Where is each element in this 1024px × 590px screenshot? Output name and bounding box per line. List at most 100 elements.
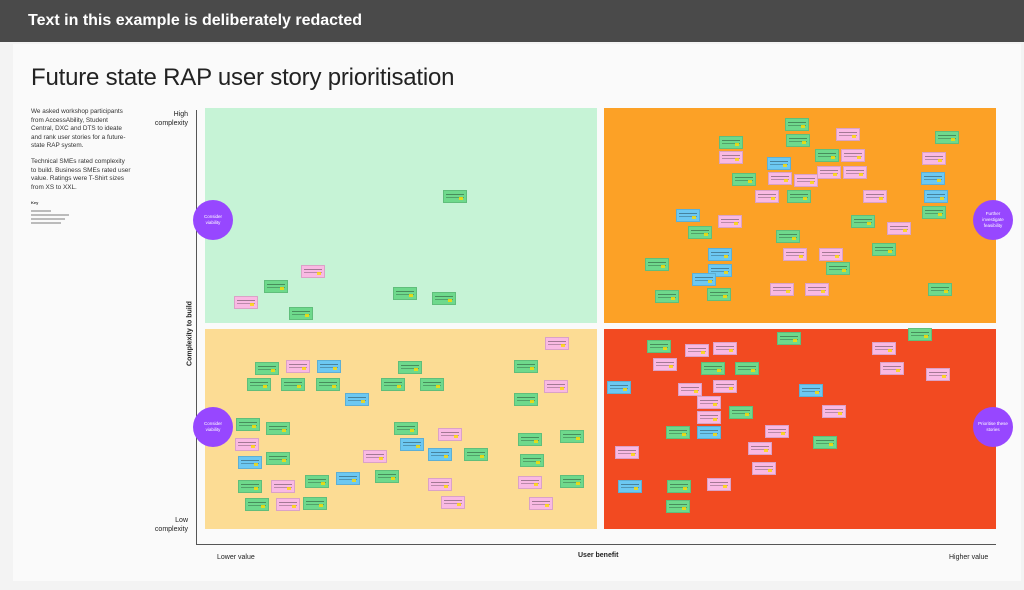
sticky-note — [286, 360, 310, 373]
sticky-note — [345, 393, 369, 406]
sticky-note — [394, 422, 418, 435]
sticky-note — [271, 480, 295, 493]
sticky-note — [755, 190, 779, 203]
sticky-note — [707, 478, 731, 491]
sticky-note — [813, 436, 837, 449]
sticky-note — [787, 190, 811, 203]
sticky-note — [301, 265, 325, 278]
sticky-note — [428, 478, 452, 491]
sticky-note — [678, 383, 702, 396]
sticky-note — [805, 283, 829, 296]
sticky-note — [767, 157, 791, 170]
sticky-note — [375, 470, 399, 483]
key-label: Key — [31, 200, 39, 206]
sticky-note — [713, 342, 737, 355]
sticky-note — [245, 498, 269, 511]
sticky-note — [783, 248, 807, 261]
sticky-note — [266, 422, 290, 435]
intro-paragraph-1: We asked workshop participants from Acce… — [31, 108, 126, 150]
sticky-note — [799, 384, 823, 397]
circle-further-investigate: Further investigate feasibility — [973, 200, 1013, 240]
sticky-note — [381, 378, 405, 391]
sticky-note — [544, 380, 568, 393]
sticky-note — [607, 381, 631, 394]
sticky-note — [748, 442, 772, 455]
sticky-note — [464, 448, 488, 461]
sticky-note — [735, 362, 759, 375]
sticky-note — [235, 438, 259, 451]
sticky-note — [363, 450, 387, 463]
sticky-note — [785, 118, 809, 131]
sticky-note — [647, 340, 671, 353]
sticky-note — [921, 172, 945, 185]
sticky-note — [819, 248, 843, 261]
sticky-note — [518, 433, 542, 446]
sticky-note — [922, 152, 946, 165]
sticky-note — [872, 342, 896, 355]
y-axis-low-label: Low complexity — [154, 517, 188, 533]
sticky-note — [420, 378, 444, 391]
sticky-note — [777, 332, 801, 345]
sticky-note — [922, 206, 946, 219]
sticky-note — [653, 358, 677, 371]
sticky-note — [432, 292, 456, 305]
sticky-note — [560, 475, 584, 488]
x-axis — [196, 544, 996, 545]
x-axis-low-label: Lower value — [217, 554, 255, 561]
sticky-note — [776, 230, 800, 243]
sticky-note — [276, 498, 300, 511]
sticky-note — [707, 288, 731, 301]
sticky-note — [666, 426, 690, 439]
x-axis-high-label: Higher value — [949, 554, 989, 561]
sticky-note — [398, 361, 422, 374]
sticky-note — [676, 209, 700, 222]
sticky-note — [768, 172, 792, 185]
sticky-note — [935, 131, 959, 144]
sticky-note — [836, 128, 860, 141]
sticky-note — [255, 362, 279, 375]
sticky-note — [303, 497, 327, 510]
sticky-note — [729, 406, 753, 419]
sticky-note — [655, 290, 679, 303]
sticky-note — [718, 215, 742, 228]
sticky-note — [719, 136, 743, 149]
sticky-note — [518, 476, 542, 489]
sticky-note — [863, 190, 887, 203]
sticky-note — [880, 362, 904, 375]
sticky-note — [697, 426, 721, 439]
sticky-note — [851, 215, 875, 228]
sticky-note — [289, 307, 313, 320]
sticky-note — [928, 283, 952, 296]
sticky-note — [926, 368, 950, 381]
y-axis-title: Complexity to build — [186, 301, 194, 366]
sticky-note — [887, 222, 911, 235]
sticky-note — [765, 425, 789, 438]
sticky-note — [713, 380, 737, 393]
sticky-note — [443, 190, 467, 203]
sticky-note — [817, 166, 841, 179]
sticky-note — [281, 378, 305, 391]
sticky-note — [732, 173, 756, 186]
sticky-note — [618, 480, 642, 493]
sticky-note — [872, 243, 896, 256]
sticky-note — [697, 396, 721, 409]
sticky-note — [708, 248, 732, 261]
sticky-note — [428, 448, 452, 461]
sticky-note — [697, 411, 721, 424]
y-axis-high-label: High complexity — [154, 111, 188, 127]
sticky-note — [815, 149, 839, 162]
sticky-note — [545, 337, 569, 350]
sticky-note — [752, 462, 776, 475]
redaction-banner: Text in this example is deliberately red… — [0, 0, 1024, 42]
sticky-note — [685, 344, 709, 357]
sticky-note — [520, 454, 544, 467]
sticky-note — [238, 456, 262, 469]
sticky-note — [615, 446, 639, 459]
sticky-note — [400, 438, 424, 451]
intro-text: We asked workshop participants from Acce… — [31, 108, 131, 226]
circle-consider-viability-bottom: Consider viability — [193, 407, 233, 447]
sticky-note — [841, 149, 865, 162]
sticky-note — [441, 496, 465, 509]
sticky-note — [305, 475, 329, 488]
sticky-note — [236, 418, 260, 431]
